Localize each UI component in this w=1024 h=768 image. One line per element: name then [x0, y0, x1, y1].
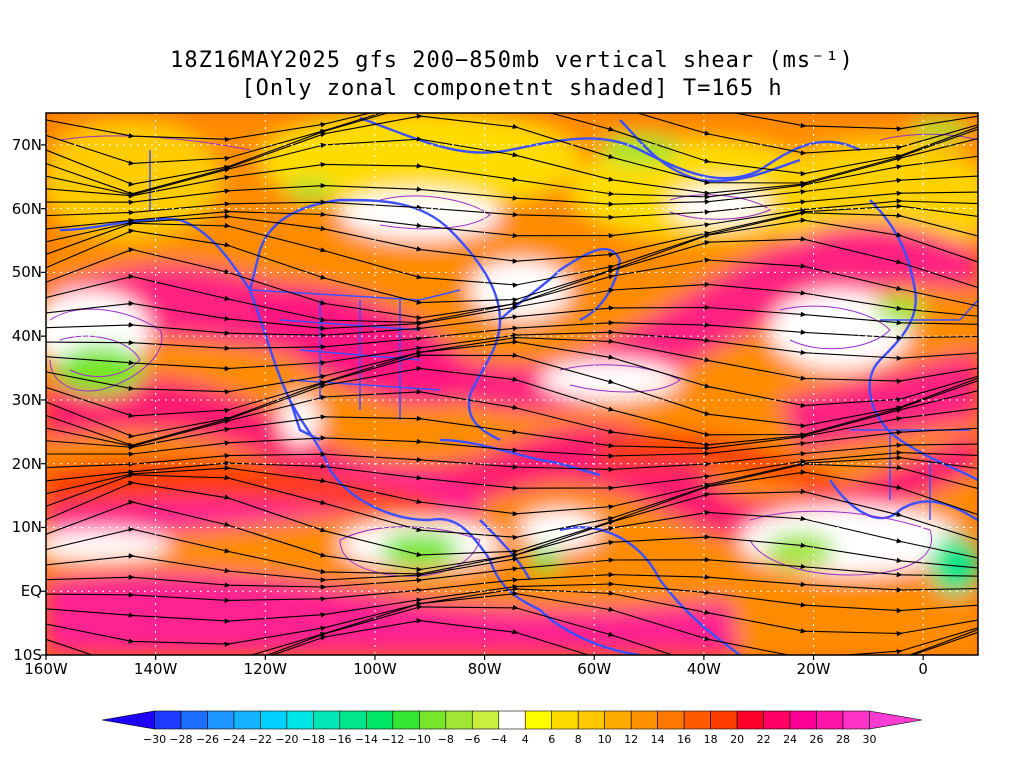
colorbar-swatch [154, 710, 182, 730]
colorbar-swatch [763, 710, 791, 730]
colorbar-swatch [630, 710, 658, 730]
colorbar-label: 20 [730, 733, 745, 746]
map-frame [45, 112, 979, 656]
colorbar-swatch [842, 710, 870, 730]
colorbar-label: 12 [624, 733, 639, 746]
grid-lines [46, 113, 978, 655]
colorbar-label: 26 [809, 733, 824, 746]
colorbar-label: −20 [275, 733, 299, 746]
colorbar-swatch [419, 710, 447, 730]
lon-label: 40W [686, 660, 721, 678]
lon-label: 140W [133, 660, 178, 678]
colorbar-swatch [710, 710, 738, 730]
colorbar-label: −14 [354, 733, 378, 746]
colorbar-label: −10 [407, 733, 431, 746]
colorbar-label: −18 [301, 733, 325, 746]
streamlines [46, 113, 978, 655]
colorbar-label: 4 [521, 733, 529, 746]
colorbar-swatch [524, 710, 553, 730]
colorbar-label: −8 [437, 733, 454, 746]
lat-label: 70N [11, 135, 42, 154]
lat-label: EQ [20, 582, 42, 601]
map-subtitle: [Only zonal componetnt shaded] T=165 h [241, 76, 783, 101]
colorbar-swatch [577, 710, 605, 730]
lat-label: 50N [11, 263, 42, 282]
colorbar-label: −30 [142, 733, 167, 746]
colorbar-label: 8 [574, 733, 582, 746]
colorbar-swatch [260, 710, 288, 730]
lat-label: 20N [11, 454, 42, 473]
colorbar-label: −6 [464, 733, 481, 746]
lat-label: 10S [13, 646, 42, 664]
lat-label: 10N [11, 518, 42, 537]
lat-label: 40N [11, 327, 42, 346]
colorbar [101, 710, 923, 730]
colorbar-swatch [101, 710, 155, 730]
colorbar-swatch [498, 710, 526, 730]
colorbar-label: 10 [597, 733, 612, 746]
colorbar-swatch [445, 710, 473, 730]
colorbar-label: −22 [248, 733, 273, 746]
colorbar-label: −4 [490, 733, 507, 746]
colorbar-swatch [657, 710, 685, 730]
colorbar-swatch [313, 710, 341, 730]
lon-label: 120W [243, 660, 288, 678]
colorbar-label: −12 [381, 733, 405, 746]
streamline [46, 590, 978, 655]
colorbar-label: −16 [328, 733, 352, 746]
lon-label: 100W [353, 660, 397, 678]
colorbar-swatch [392, 710, 420, 730]
colorbar-label: −24 [222, 733, 246, 746]
lon-label: 80W [467, 660, 502, 678]
colorbar-swatch [604, 710, 632, 730]
colorbar-swatch [551, 710, 579, 730]
colorbar-swatch [366, 710, 394, 730]
colorbar-swatch [233, 710, 261, 730]
lon-label: 0 [918, 660, 928, 678]
colorbar-label: −28 [169, 733, 193, 746]
streamline [128, 618, 978, 655]
colorbar-label: 6 [548, 733, 556, 746]
lon-label: 160W [24, 660, 68, 678]
lon-label: 20W [796, 660, 831, 678]
colorbar-label: 30 [862, 733, 877, 746]
lat-label: 60N [11, 199, 42, 218]
colorbar-label: 16 [677, 733, 692, 746]
colorbar-swatch [736, 710, 764, 730]
colorbar-label: 24 [783, 733, 798, 746]
lon-label: 60W [577, 660, 612, 678]
colorbar-label: 18 [703, 733, 718, 746]
colorbar-swatch [207, 710, 235, 730]
colorbar-swatch [339, 710, 367, 730]
map-title: 18Z16MAY2025 gfs 200−850mb vertical shea… [170, 48, 854, 73]
axis-ticks [41, 144, 924, 660]
colorbar-swatch [789, 710, 817, 730]
colorbar-swatch [816, 710, 844, 730]
colorbar-label: 22 [756, 733, 771, 746]
colorbar-swatch [471, 710, 500, 730]
colorbar-swatch [286, 710, 314, 730]
colorbar-swatch [180, 710, 208, 730]
colorbar-label: −26 [195, 733, 220, 746]
colorbar-label: 14 [650, 733, 665, 746]
colorbar-swatch [683, 710, 711, 730]
shading-layer [46, 113, 978, 655]
streamline [46, 604, 978, 655]
colorbar-swatch [869, 710, 923, 730]
lat-label: 30N [11, 390, 42, 409]
colorbar-label: 28 [836, 733, 851, 746]
